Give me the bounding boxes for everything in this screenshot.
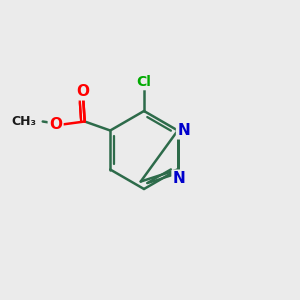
Text: O: O [49, 117, 62, 132]
Text: N: N [173, 171, 186, 186]
Text: O: O [77, 84, 90, 99]
Text: Cl: Cl [136, 75, 152, 89]
Text: N: N [177, 123, 190, 138]
Text: CH₃: CH₃ [11, 115, 36, 128]
